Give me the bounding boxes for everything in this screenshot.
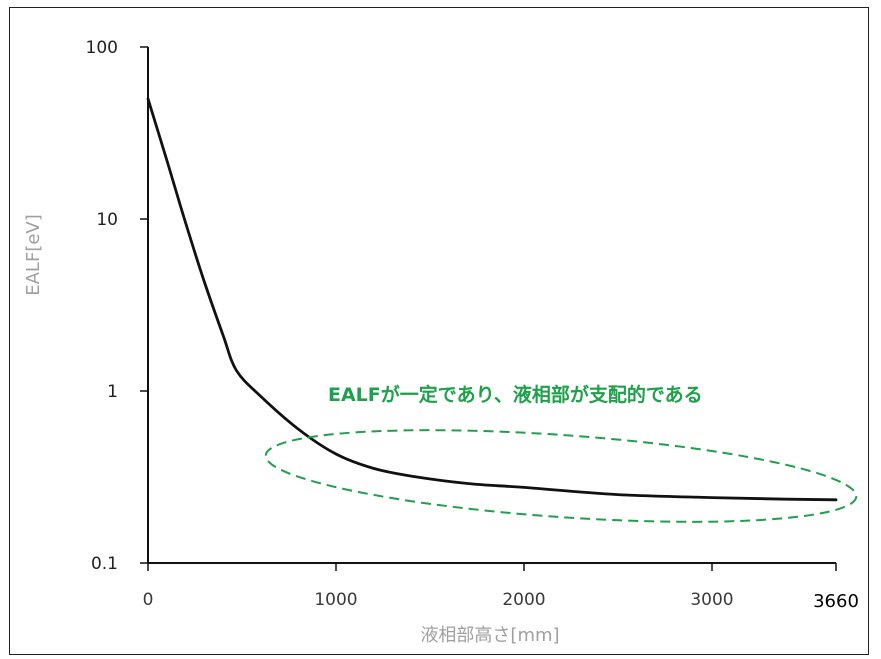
y-ticks: 100 10 1 0.1 xyxy=(86,38,148,574)
y-tick-label: 100 xyxy=(86,38,118,58)
y-tick-label: 10 xyxy=(96,210,118,230)
x-tick-label: 3660 xyxy=(813,591,859,612)
x-tick-label: 0 xyxy=(143,590,154,610)
x-tick-label: 1000 xyxy=(314,590,357,610)
x-tick-label: 3000 xyxy=(690,590,733,610)
series-line xyxy=(146,97,838,502)
x-tick-label: 2000 xyxy=(502,590,545,610)
y-tick-label: 1 xyxy=(107,382,118,402)
highlight-ellipse xyxy=(264,429,858,523)
x-ticks: 0 1000 2000 3000 3660 xyxy=(143,563,859,612)
y-tick-label: 0.1 xyxy=(91,554,118,574)
y-axis-title: EALF[eV] xyxy=(23,214,44,296)
chart-frame xyxy=(9,7,869,655)
x-axis-title: 液相部高さ[mm] xyxy=(420,625,559,646)
annotation-text: EALFが一定であり、液相部が支配的である xyxy=(328,383,703,406)
